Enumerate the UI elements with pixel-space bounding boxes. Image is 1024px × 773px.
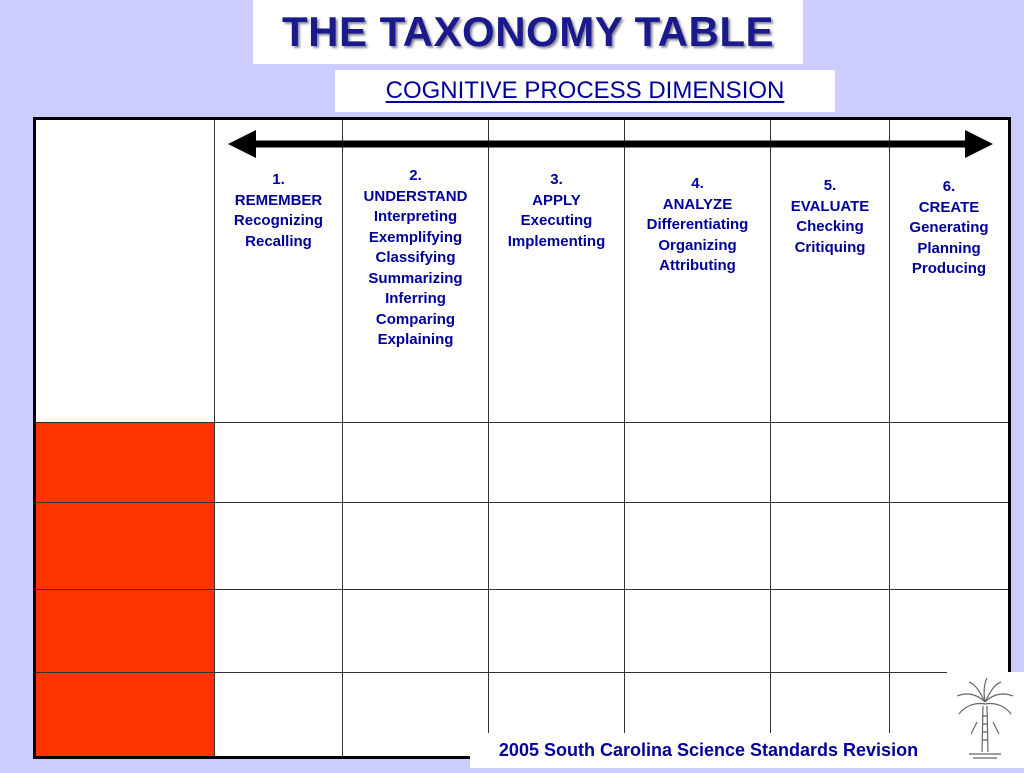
- process-item: Recalling: [245, 232, 312, 250]
- process-item: Planning: [917, 239, 981, 257]
- table-cell: [342, 589, 489, 673]
- double-headed-arrow-icon: [228, 130, 993, 158]
- column-header: 6. CREATE Generating Planning Producing: [889, 118, 1010, 423]
- dimension-heading: COGNITIVE PROCESS DIMENSION: [385, 77, 785, 104]
- process-item: Checking: [796, 218, 864, 235]
- process-item: Executing: [520, 212, 593, 229]
- table-cell: [770, 422, 890, 503]
- row-header-cell: [34, 422, 215, 503]
- process-item: Inferring: [385, 290, 446, 307]
- row-header-cell: [34, 672, 215, 758]
- column-number: 5.: [823, 177, 837, 194]
- header-row: 1. REMEMBER Recognizing Recalling 2. UND…: [34, 118, 1010, 423]
- table-cell: [889, 422, 1010, 503]
- process-item: Organizing: [658, 236, 737, 254]
- table-cell: [214, 589, 343, 673]
- table-row: [34, 502, 1010, 590]
- row-header-cell: [34, 502, 215, 590]
- column-header: 1. REMEMBER Recognizing Recalling: [214, 118, 343, 423]
- table-cell: [342, 422, 489, 503]
- column-name: CREATE: [918, 198, 980, 216]
- column-header: 4. ANALYZE Differentiating Organizing At…: [624, 118, 771, 423]
- column-number: 6.: [942, 178, 956, 195]
- table-cell: [889, 502, 1010, 590]
- process-item: Comparing: [375, 310, 456, 328]
- footer-banner: 2005 South Carolina Science Standards Re…: [470, 733, 947, 768]
- page-title: THE TAXONOMY TABLE: [282, 8, 774, 55]
- process-item: Implementing: [507, 232, 606, 250]
- column-number: 1.: [272, 171, 285, 188]
- column-header: 5. EVALUATE Checking Critiquing: [770, 118, 890, 423]
- column-name: UNDERSTAND: [363, 187, 468, 205]
- process-item: Summarizing: [368, 269, 463, 287]
- palmetto-tree-icon: [956, 677, 1014, 759]
- table-cell: [214, 502, 343, 590]
- row-header-cell: [34, 589, 215, 673]
- column-name: APPLY: [532, 191, 581, 209]
- table-cell: [342, 672, 489, 758]
- column-number: 3.: [550, 171, 563, 188]
- column-name: REMEMBER: [234, 191, 323, 209]
- table-cell: [770, 502, 890, 590]
- footer-caption: 2005 South Carolina Science Standards Re…: [498, 740, 919, 760]
- column-header: 3. APPLY Executing Implementing: [488, 118, 625, 423]
- table-cell: [488, 502, 625, 590]
- process-item: Differentiating: [646, 216, 749, 233]
- process-item: Explaining: [377, 331, 454, 348]
- table-row: [34, 422, 1010, 503]
- table-cell: [624, 502, 771, 590]
- table-cell: [624, 422, 771, 503]
- process-item: Critiquing: [794, 238, 866, 256]
- process-item: Interpreting: [373, 208, 458, 225]
- table-row: [34, 589, 1010, 673]
- table-cell: [770, 589, 890, 673]
- taxonomy-table: 1. REMEMBER Recognizing Recalling 2. UND…: [33, 117, 1011, 759]
- process-item: Exemplifying: [368, 228, 463, 246]
- table-cell: [214, 422, 343, 503]
- process-item: Recognizing: [233, 212, 324, 229]
- column-name: ANALYZE: [662, 195, 733, 213]
- process-item: Classifying: [375, 249, 456, 266]
- column-number: 4.: [691, 175, 704, 192]
- table-cell: [889, 589, 1010, 673]
- process-item: Generating: [909, 219, 989, 236]
- table-cell: [488, 589, 625, 673]
- table-cell: [624, 589, 771, 673]
- state-seal-logo: [947, 672, 1024, 768]
- column-number: 2.: [409, 167, 422, 184]
- process-item: Attributing: [659, 257, 736, 274]
- table-cell: [214, 672, 343, 758]
- table-cell: [488, 422, 625, 503]
- title-banner: THE TAXONOMY TABLE: [253, 0, 803, 64]
- column-header: 2. UNDERSTAND Interpreting Exemplifying …: [342, 118, 489, 423]
- corner-cell: [34, 118, 215, 423]
- subtitle-banner: COGNITIVE PROCESS DIMENSION: [335, 70, 835, 112]
- column-name: EVALUATE: [790, 197, 870, 215]
- process-item: Producing: [911, 260, 987, 277]
- table-cell: [342, 502, 489, 590]
